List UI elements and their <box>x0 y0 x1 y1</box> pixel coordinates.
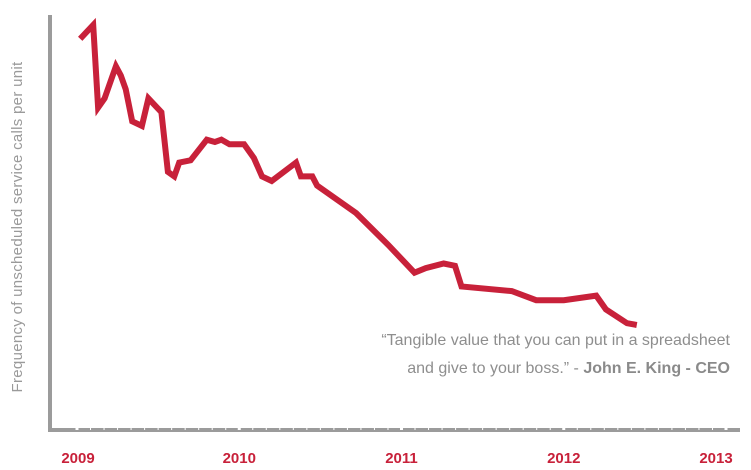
axes <box>48 15 740 432</box>
quote-line-1: “Tangible value that you can put in a sp… <box>381 332 730 349</box>
x-tick-label-2010: 2010 <box>223 450 256 467</box>
quote-author: John E. King - CEO <box>583 360 730 377</box>
quote-line-2-text: and give to your boss.” - <box>407 360 584 377</box>
x-axis-ticks <box>75 426 728 430</box>
testimonial-quote: “Tangible value that you can put in a sp… <box>381 327 730 383</box>
x-tick-label-2011: 2011 <box>385 450 418 467</box>
x-tick-label-2012: 2012 <box>547 450 580 467</box>
x-axis-tick-labels: 2009 2010 2011 2012 2013 <box>61 450 732 467</box>
x-tick-label-2009: 2009 <box>61 450 94 467</box>
y-axis-label: Frequency of unscheduled service calls p… <box>9 61 26 392</box>
quote-line-2: and give to your boss.” - John E. King -… <box>381 355 730 383</box>
x-tick-label-2013: 2013 <box>699 450 732 467</box>
series-line <box>78 17 638 328</box>
